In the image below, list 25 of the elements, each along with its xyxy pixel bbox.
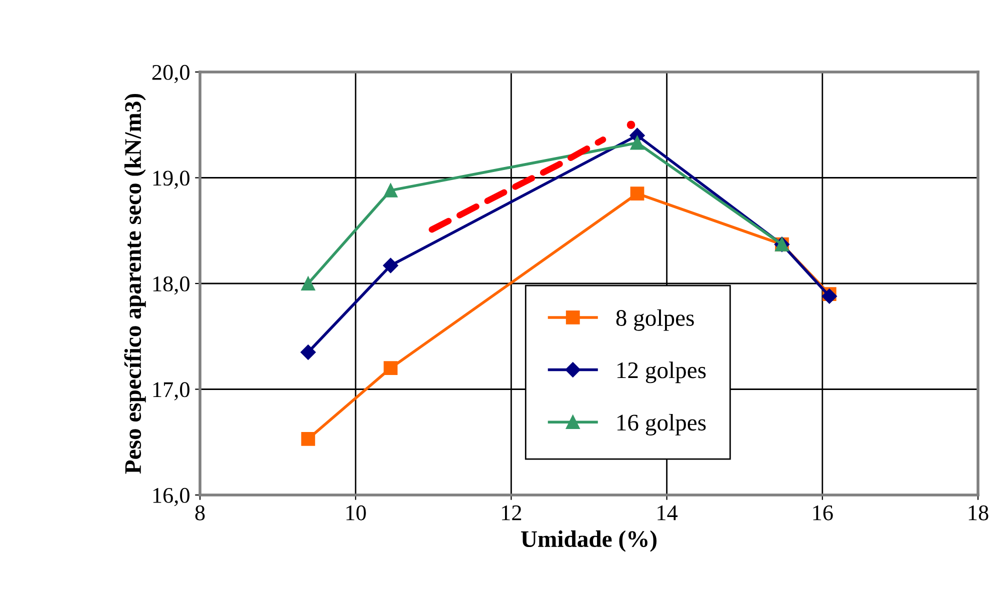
x-tick-label: 18	[968, 505, 988, 520]
x-tick-label: 12	[502, 505, 522, 520]
point	[301, 276, 316, 290]
y-tick-label: 20,0	[152, 64, 190, 84]
point	[630, 186, 644, 201]
y-tick-label: 17,0	[153, 382, 190, 400]
point	[301, 432, 316, 446]
point	[384, 183, 398, 198]
point	[626, 120, 636, 130]
x-tick-label: 16	[813, 505, 833, 520]
x-tick-label: 8	[195, 505, 205, 520]
point	[300, 344, 316, 360]
point	[383, 258, 398, 274]
x-axis-title: Umidade (%)	[521, 530, 656, 552]
y-tick-label: 16,0	[153, 488, 190, 506]
point	[384, 361, 398, 376]
legend-label: 8 golpes	[616, 309, 694, 331]
y-tick-label: 18,0	[153, 276, 190, 295]
y-tick-label: 19,0	[153, 170, 190, 189]
legend-label: 16 golpes	[617, 414, 706, 436]
legend-label: 12 golpes	[617, 362, 706, 384]
x-tick-label: 10	[346, 505, 366, 520]
point	[630, 136, 644, 150]
x-tick-label: 14	[658, 505, 678, 520]
y-axis-title: Peso específico aparente seco (kN/m3)	[124, 94, 146, 474]
